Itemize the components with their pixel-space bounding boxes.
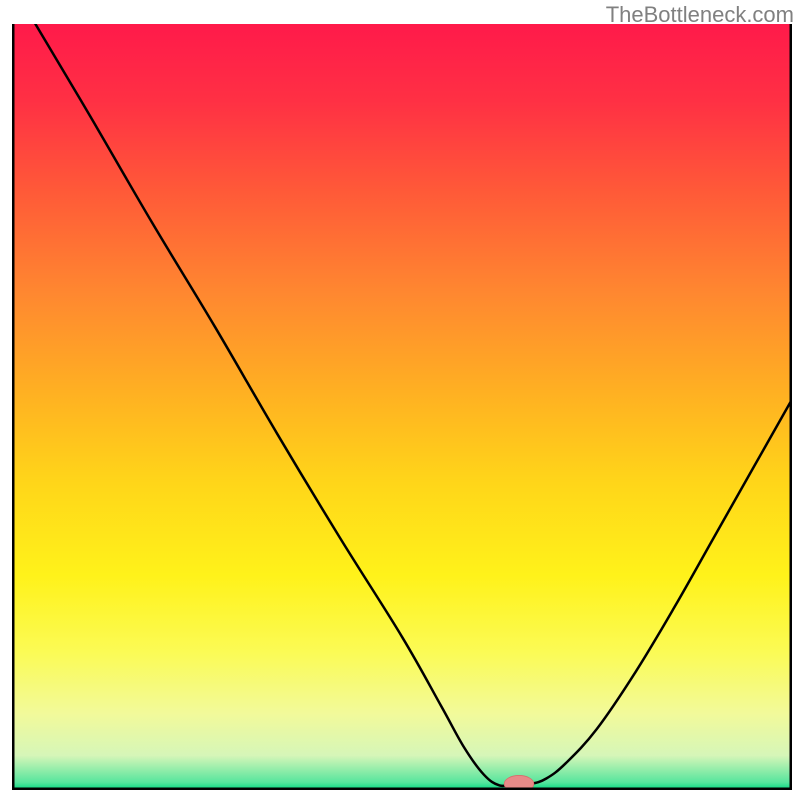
chart-svg <box>12 24 792 790</box>
chart-background <box>12 24 792 790</box>
chart-container: TheBottleneck.com <box>0 0 800 800</box>
watermark-text: TheBottleneck.com <box>606 2 794 28</box>
plot-area <box>12 24 792 790</box>
